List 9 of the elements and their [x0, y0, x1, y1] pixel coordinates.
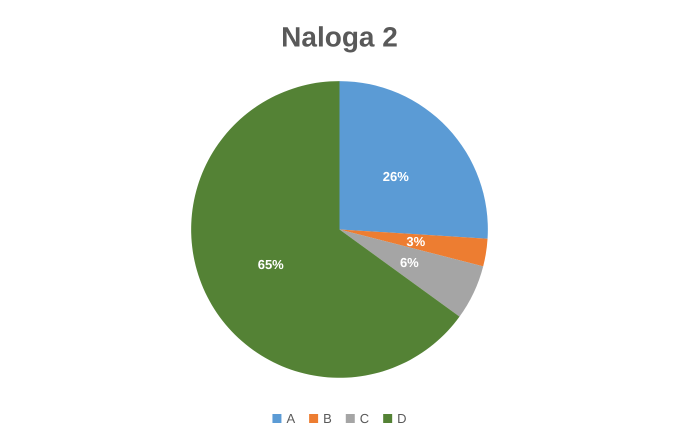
legend-label: D — [397, 411, 407, 426]
legend-label: A — [286, 411, 296, 426]
data-label: 3% — [406, 234, 426, 250]
legend-label: C — [360, 411, 370, 426]
legend-label: B — [323, 411, 332, 426]
chart-title: Naloga 2 — [281, 22, 398, 52]
data-label: 26% — [382, 169, 410, 184]
data-label: 65% — [258, 256, 284, 272]
data-label: 6% — [400, 254, 420, 270]
